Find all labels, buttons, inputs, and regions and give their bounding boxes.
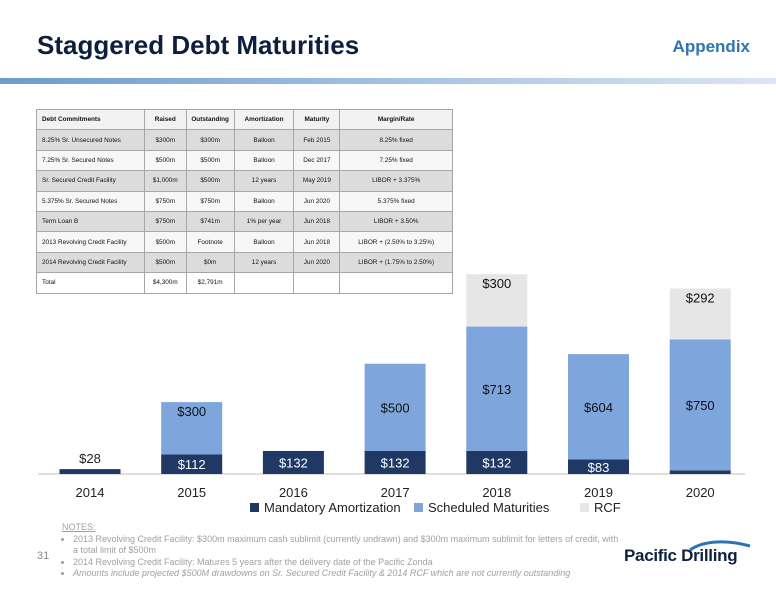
table-cell: 7.25% Sr. Secured Notes: [36, 149, 145, 172]
table-cell: Balloon: [233, 129, 295, 151]
bar-mandatory-amortization: [568, 459, 629, 474]
legend-label: Mandatory Amortization: [264, 500, 401, 515]
company-logo: Pacific Drilling: [624, 538, 754, 572]
column-header: Margin/Rate: [339, 108, 453, 131]
bar-scheduled-maturities: [364, 363, 426, 451]
table-cell: 1% per year: [233, 210, 295, 233]
section-label: Appendix: [672, 37, 750, 56]
notes: NOTES: 2013 Revolving Credit Facility: $…: [62, 522, 622, 580]
table-cell: LIBOR + (1.75% to 2.50%): [339, 251, 453, 274]
data-label: $112: [178, 457, 206, 472]
data-label: $28: [79, 451, 101, 466]
legend-swatch: [580, 503, 589, 512]
note-item: 2014 Revolving Credit Facility: Matures …: [73, 557, 622, 569]
bar-rcf: [669, 288, 731, 340]
x-tick-label: 2019: [584, 485, 613, 500]
data-label: $500: [381, 400, 410, 415]
notes-list: 2013 Revolving Credit Facility: $300m ma…: [62, 534, 622, 580]
logo-text: Pacific Drilling: [624, 546, 738, 565]
table-cell: $500m: [143, 251, 187, 274]
legend-label: RCF: [594, 500, 621, 515]
table-cell: Feb 2015: [293, 129, 341, 151]
legend-swatch: [414, 503, 423, 512]
table-cell: [233, 272, 295, 294]
bar-scheduled-maturities: [161, 402, 223, 455]
table-cell: 8.25% fixed: [339, 129, 453, 151]
page-number: 31: [37, 550, 50, 562]
table-cell: $2,791m: [185, 272, 235, 294]
table-cell: $4,300m: [143, 272, 187, 294]
bar-scheduled-maturities: [466, 326, 528, 451]
table-row: Total $4,300m $2,791m: [36, 272, 453, 294]
table-cell: [339, 272, 453, 294]
data-label: $713: [482, 382, 511, 397]
note-item: Amounts include projected $500M drawdown…: [73, 568, 622, 580]
table-cell: Sr. Secured Credit Facility: [36, 170, 145, 192]
note-item: 2013 Revolving Credit Facility: $300m ma…: [73, 534, 622, 557]
debt-maturities-chart: $28 2014 $112 $300 2015 $132 2016 $132 $500 2017 $…: [38, 274, 745, 515]
data-label: $300: [482, 276, 511, 291]
data-label: $132: [279, 455, 308, 470]
x-tick-label: 2017: [381, 485, 410, 500]
table-row: 8.25% Sr. Unsecured Notes $300m $300m Ballo…: [36, 129, 453, 151]
legend-label: Scheduled Maturities: [428, 500, 550, 515]
table-cell: $750m: [143, 210, 187, 233]
data-label: $750: [686, 398, 715, 413]
table-row: 5.375% Sr. Secured Notes $750m $750m Balloo…: [36, 190, 453, 212]
table-row: 2014 Revolving Credit Facility $500m $0m 12…: [36, 251, 453, 274]
table-cell: [293, 272, 341, 294]
table-cell: Jun 2020: [293, 251, 341, 274]
logo-wave-icon: [689, 540, 751, 552]
bar-mandatory-amortization: [364, 450, 426, 474]
data-label: $300: [177, 404, 206, 419]
table-cell: LIBOR + 3.50%: [339, 210, 453, 233]
legend-swatch: [250, 503, 259, 512]
x-tick-label: 2015: [177, 485, 206, 500]
table-cell: $1,000m: [143, 170, 187, 192]
x-tick-label: 2018: [482, 485, 511, 500]
column-header: Debt Commitments: [36, 108, 145, 131]
table-cell: $500m: [185, 170, 235, 192]
table-cell: 2014 Revolving Credit Facility: [36, 251, 145, 274]
table-cell: $300m: [143, 129, 187, 151]
table-cell: 8.25% Sr. Unsecured Notes: [36, 129, 145, 151]
bar-mandatory-amortization: [262, 450, 324, 474]
table-cell: May 2019: [293, 170, 341, 192]
data-label: $292: [686, 291, 715, 306]
bar-mandatory-amortization: [466, 450, 528, 474]
x-tick-label: 2016: [279, 485, 308, 500]
bar-mandatory-amortization: [59, 469, 121, 474]
bar-mandatory-amortization: [669, 470, 731, 474]
table-cell: 5.375% Sr. Secured Notes: [36, 190, 145, 212]
bar-rcf: [466, 274, 528, 327]
table-row: Sr. Secured Credit Facility $1,000m $500m 1…: [36, 170, 453, 192]
data-label: $132: [381, 455, 410, 470]
data-label: $83: [588, 460, 610, 475]
x-tick-label: 2014: [76, 485, 105, 500]
debt-commitments-table: Debt Commitments Raised Outstanding Amor…: [36, 108, 453, 294]
column-header: Maturity: [293, 108, 341, 131]
table-cell: Balloon: [233, 149, 295, 172]
table-cell: LIBOR + (2.50% to 3.25%): [339, 231, 453, 253]
table-cell: $500m: [185, 149, 235, 172]
table-cell: Total: [36, 272, 145, 294]
notes-heading: NOTES:: [62, 522, 96, 532]
data-label: $132: [482, 455, 511, 470]
column-header: Amortization: [233, 108, 295, 131]
page-title: Staggered Debt Maturities: [37, 30, 360, 60]
table-cell: $741m: [185, 210, 235, 233]
data-label: $604: [584, 400, 613, 415]
table-row: 7.25% Sr. Secured Notes $500m $500m Balloon…: [36, 149, 453, 172]
bar-scheduled-maturities: [568, 354, 629, 460]
bar-mandatory-amortization: [161, 454, 223, 474]
bar-scheduled-maturities: [669, 339, 731, 471]
x-tick-label: 2020: [686, 485, 715, 500]
table-cell: 7.25% fixed: [339, 149, 453, 172]
header-divider: [0, 78, 776, 84]
table-cell: Jun 2018: [293, 231, 341, 253]
table-cell: $0m: [185, 251, 235, 274]
table-cell: Term Loan B: [36, 210, 145, 233]
